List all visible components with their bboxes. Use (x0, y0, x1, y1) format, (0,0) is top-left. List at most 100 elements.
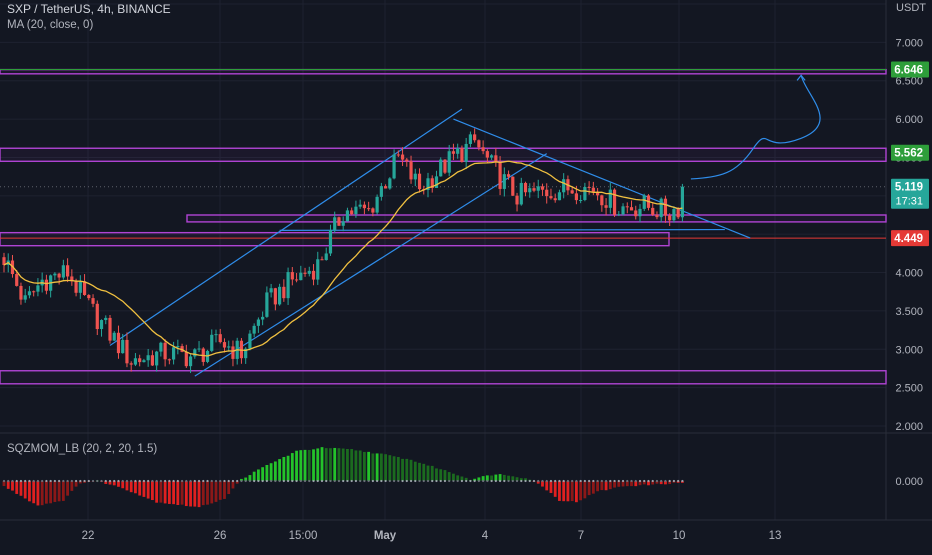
momentum-bar[interactable] (282, 457, 286, 481)
candle[interactable] (82, 274, 87, 296)
momentum-bar[interactable] (426, 465, 430, 481)
momentum-bar[interactable] (146, 481, 150, 499)
candle[interactable] (621, 203, 625, 216)
candle[interactable] (269, 283, 273, 298)
candle[interactable] (456, 143, 460, 159)
momentum-bar[interactable] (138, 481, 142, 496)
momentum-bar[interactable] (159, 481, 163, 503)
candle[interactable] (439, 157, 443, 177)
symbol-title[interactable]: SXP / TetherUS, 4h, BINANCE (7, 2, 171, 16)
momentum-bar[interactable] (536, 481, 540, 484)
candle[interactable] (468, 131, 472, 148)
candle[interactable] (341, 216, 345, 232)
momentum-bar[interactable] (121, 481, 125, 489)
momentum-bar[interactable] (422, 463, 426, 481)
candle[interactable] (494, 147, 498, 167)
candle[interactable] (278, 283, 282, 306)
candle[interactable] (214, 329, 218, 343)
momentum-bar[interactable] (608, 481, 612, 490)
candle[interactable] (523, 181, 528, 197)
momentum-bar[interactable] (363, 451, 366, 481)
momentum-bar[interactable] (579, 481, 583, 501)
candle[interactable] (282, 279, 286, 302)
candle[interactable] (2, 252, 6, 273)
candle[interactable] (316, 251, 320, 285)
momentum-bar[interactable] (668, 481, 672, 485)
momentum-bar[interactable] (155, 481, 159, 503)
candle[interactable] (184, 344, 188, 368)
candle[interactable] (680, 183, 684, 222)
momentum-bar[interactable] (23, 481, 27, 499)
momentum-bar[interactable] (549, 481, 553, 493)
momentum-bar[interactable] (278, 459, 281, 481)
oscillator-label[interactable]: SQZMOM_LB (20, 2, 20, 1.5) (7, 443, 158, 455)
momentum-bar[interactable] (66, 481, 69, 496)
momentum-bar[interactable] (384, 454, 387, 481)
momentum-bar[interactable] (485, 475, 489, 481)
momentum-bar[interactable] (490, 475, 493, 481)
momentum-bar[interactable] (15, 481, 19, 494)
candle[interactable] (61, 259, 65, 280)
candle[interactable] (303, 267, 307, 277)
momentum-bar[interactable] (112, 481, 116, 486)
candle[interactable] (549, 188, 553, 200)
candle[interactable] (519, 177, 523, 206)
momentum-bar[interactable] (413, 461, 417, 481)
momentum-bar[interactable] (502, 474, 506, 481)
candle[interactable] (464, 137, 468, 170)
candle[interactable] (337, 216, 341, 226)
candle[interactable] (32, 290, 36, 297)
momentum-bar[interactable] (129, 481, 133, 493)
candle[interactable] (261, 311, 265, 326)
momentum-bar[interactable] (659, 481, 663, 485)
momentum-bar[interactable] (53, 481, 57, 502)
candle[interactable] (426, 172, 430, 198)
momentum-bar[interactable] (261, 467, 265, 481)
momentum-bar[interactable] (273, 461, 277, 481)
candle[interactable] (506, 170, 511, 180)
candle[interactable] (379, 182, 383, 201)
momentum-bar[interactable] (341, 448, 345, 481)
candle[interactable] (600, 194, 604, 212)
candle[interactable] (583, 182, 587, 202)
momentum-bar[interactable] (184, 481, 188, 507)
candle[interactable] (587, 181, 591, 195)
momentum-bar[interactable] (32, 481, 36, 504)
momentum-bar[interactable] (172, 481, 175, 505)
momentum-bar[interactable] (49, 481, 53, 504)
momentum-bar[interactable] (591, 481, 595, 494)
candle[interactable] (294, 273, 299, 283)
candle[interactable] (651, 203, 655, 217)
candle[interactable] (604, 198, 608, 216)
candle[interactable] (27, 286, 32, 299)
momentum-bar[interactable] (74, 481, 78, 487)
momentum-bar[interactable] (494, 474, 498, 481)
candle[interactable] (146, 348, 150, 367)
candle[interactable] (405, 157, 409, 167)
trendline[interactable] (109, 108, 463, 346)
momentum-bar[interactable] (596, 481, 599, 492)
candle[interactable] (155, 350, 159, 372)
momentum-bar[interactable] (235, 481, 239, 484)
momentum-bar[interactable] (151, 481, 154, 501)
candle[interactable] (36, 278, 40, 297)
candle[interactable] (655, 211, 659, 220)
candle[interactable] (328, 224, 333, 257)
candle[interactable] (612, 188, 617, 217)
momentum-bar[interactable] (316, 448, 320, 481)
momentum-bar[interactable] (566, 481, 570, 502)
momentum-bar[interactable] (337, 448, 341, 481)
candle[interactable] (477, 139, 481, 151)
momentum-bar[interactable] (290, 453, 294, 481)
trendline[interactable] (453, 118, 751, 239)
momentum-bar[interactable] (36, 481, 40, 506)
trendline[interactable] (194, 153, 548, 377)
momentum-bar[interactable] (651, 481, 655, 485)
candle[interactable] (176, 339, 180, 355)
momentum-bar[interactable] (507, 475, 510, 481)
candle[interactable] (400, 147, 405, 166)
candle[interactable] (371, 207, 375, 217)
candle[interactable] (668, 213, 672, 227)
candle[interactable] (481, 140, 485, 155)
candle[interactable] (133, 353, 138, 367)
